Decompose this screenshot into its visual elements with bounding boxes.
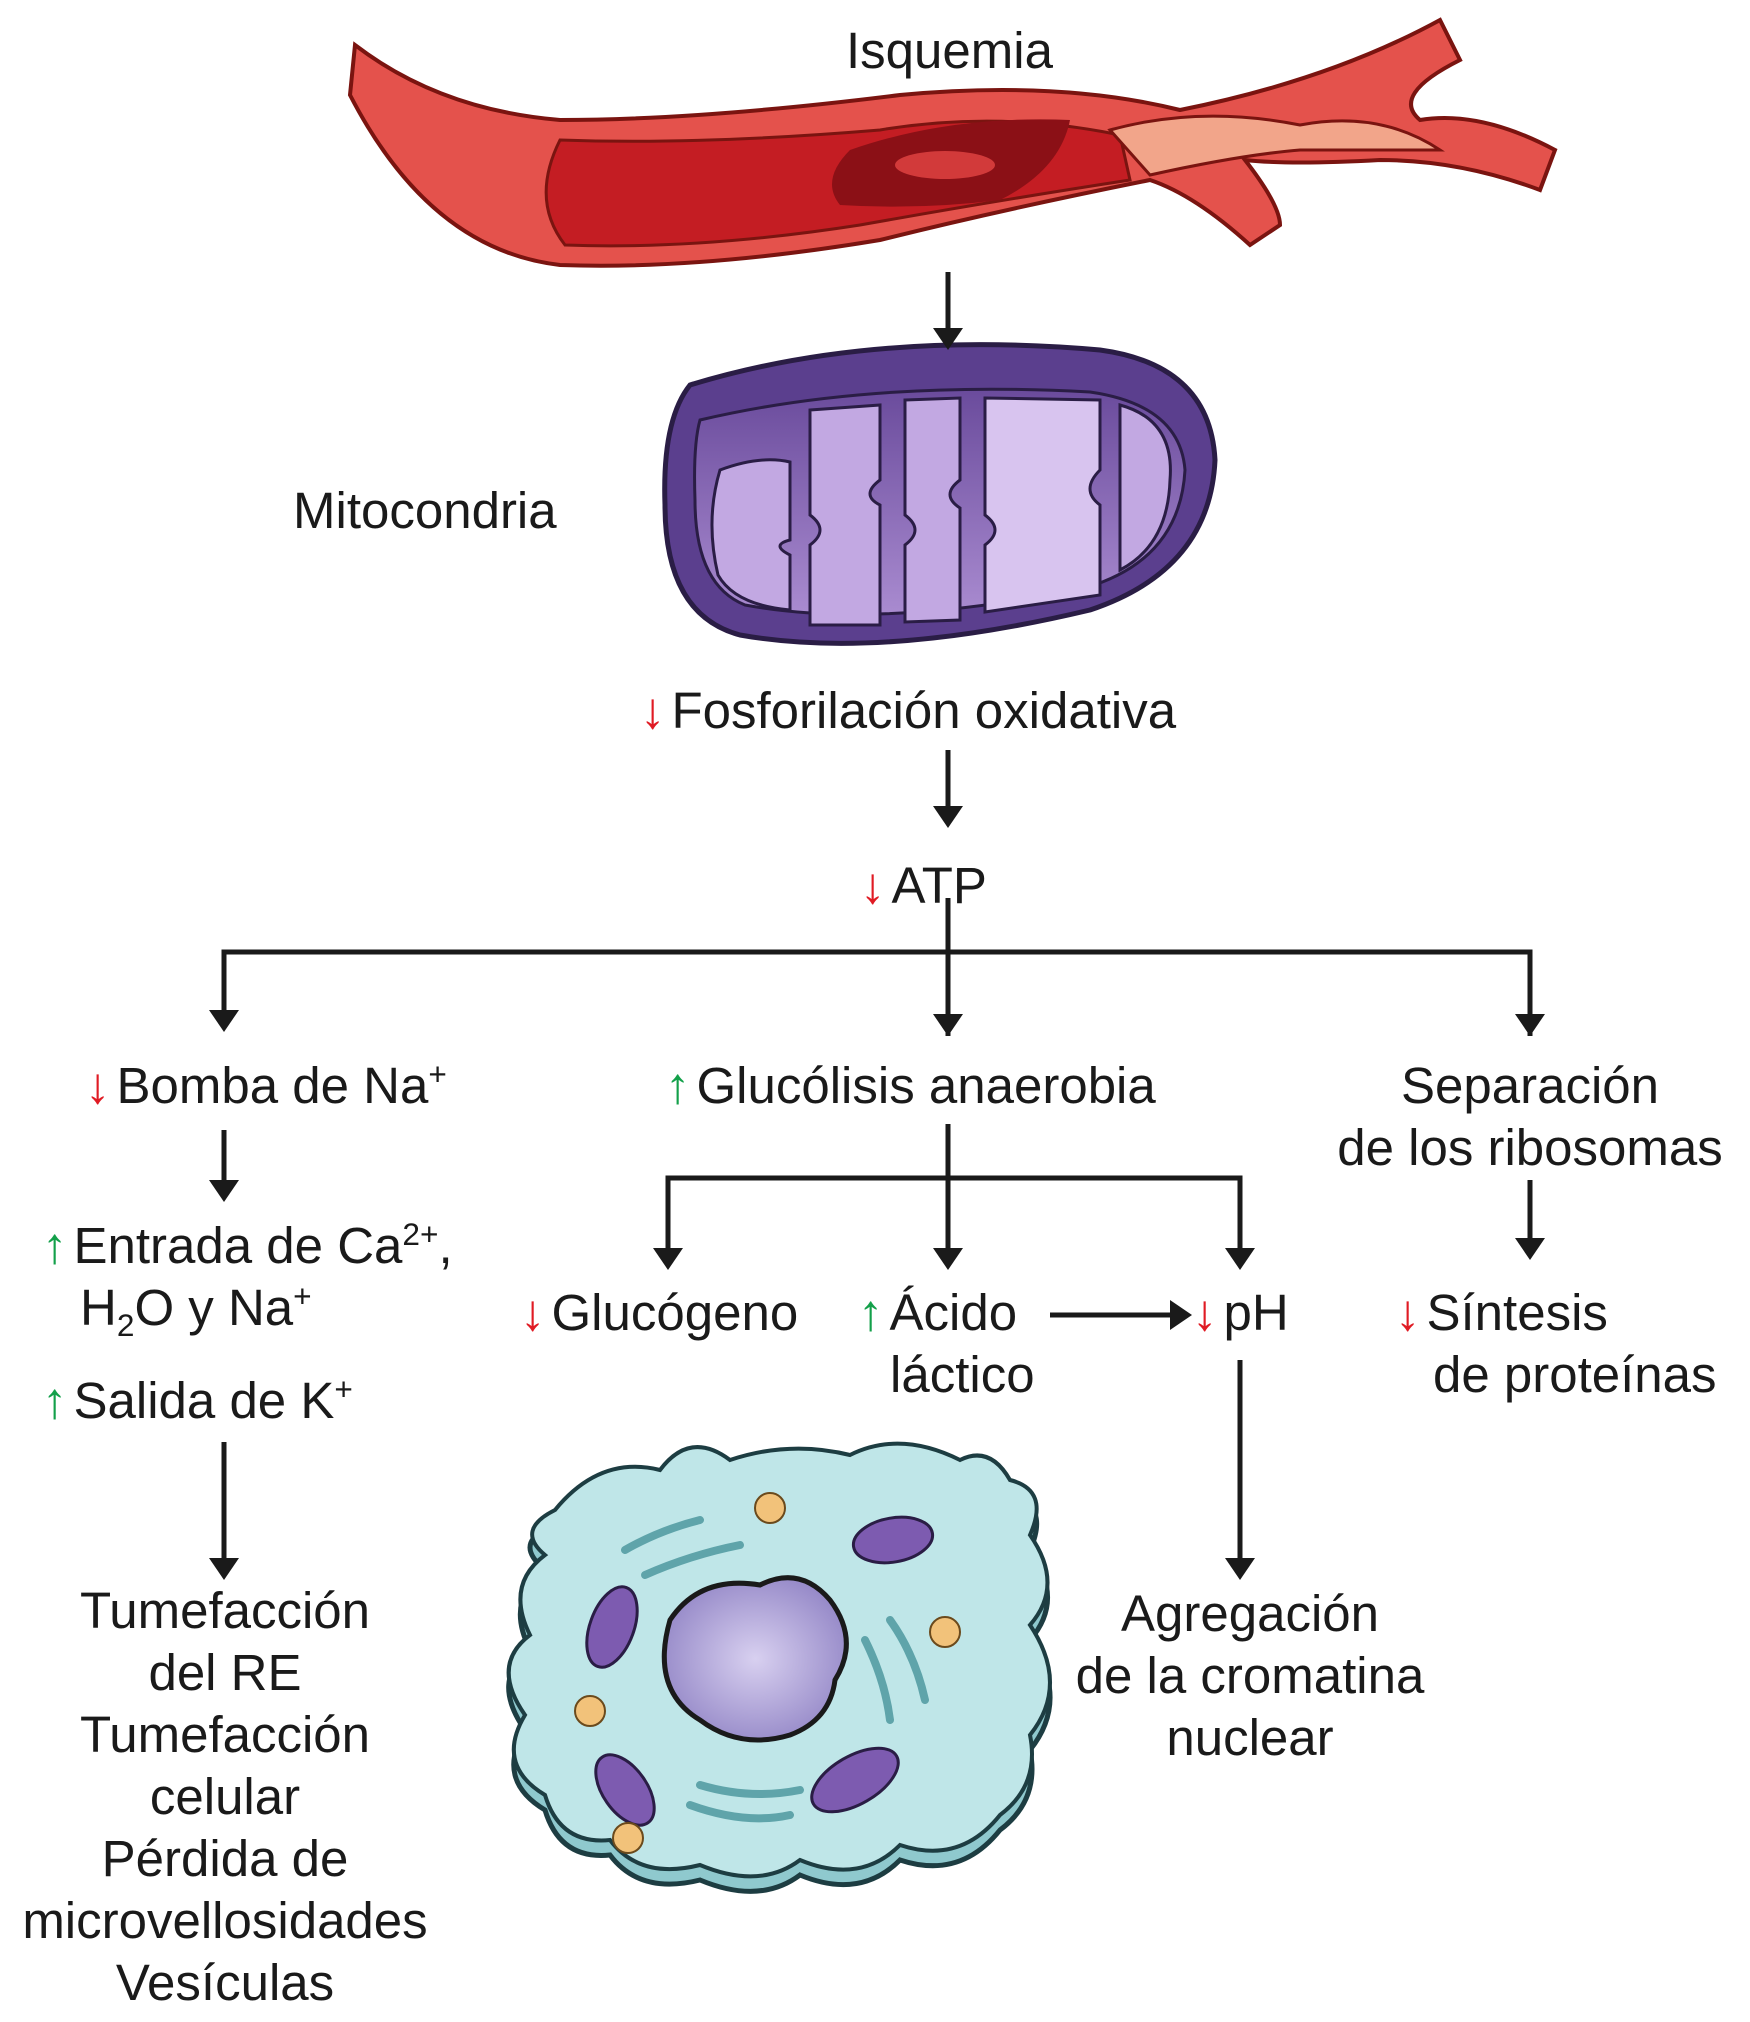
green-up-arrow-icon: ↑ [665, 1057, 691, 1114]
water-h: H [80, 1279, 117, 1336]
protein-synthesis-line-1: Síntesis [1426, 1284, 1608, 1341]
green-up-arrow-icon: ↑ [42, 1372, 68, 1429]
calcium-charge: 2+ [402, 1216, 439, 1252]
sodium-charge-2: + [293, 1278, 312, 1314]
sodium-pump-label: Bomba de Na [116, 1057, 429, 1114]
sodium-pump-node: ↓ Bomba de Na+ [85, 1055, 447, 1117]
atp-node: ↓ ATP [860, 855, 987, 917]
water-subscript: 2 [116, 1307, 135, 1344]
ribosome-detachment-line-1: Separación [1400, 1057, 1659, 1114]
chromatin-line: de la cromatina [1075, 1647, 1425, 1704]
lactic-acid-line-1: Ácido [889, 1284, 1018, 1341]
oxidative-phosphorylation-label: Fosforilación oxidativa [671, 682, 1177, 739]
lactic-acid-node: ↑ Ácido láctico [858, 1282, 1035, 1406]
red-down-arrow-icon: ↓ [1395, 1284, 1421, 1341]
outcome-line: del RE [148, 1644, 302, 1701]
ischemia-label: Isquemia [846, 22, 1053, 79]
flow-arrows [221, 272, 1533, 1560]
glycogen-label: Glucógeno [551, 1284, 799, 1341]
sodium-charge: + [428, 1056, 447, 1092]
chromatin-line: nuclear [1166, 1709, 1334, 1766]
calcium-entry-label: Entrada de Ca [73, 1217, 403, 1274]
potassium-charge: + [334, 1371, 353, 1407]
ion-influx-node: ↑ Entrada de Ca2+, H2O y Na+ [42, 1215, 453, 1341]
mitochondria-illustration [662, 342, 1218, 646]
mitochondria-label: Mitocondria [293, 482, 557, 539]
arrowheads [209, 328, 1545, 1580]
anaerobic-glycolysis-label: Glucólisis anaerobia [696, 1057, 1156, 1114]
red-down-arrow-icon: ↓ [1192, 1284, 1218, 1341]
blood-vessel-illustration [347, 17, 1558, 268]
ph-node: ↓ pH [1192, 1282, 1289, 1344]
ribosome-detachment-node: Separación de los ribosomas [1320, 1055, 1740, 1179]
anaerobic-glycolysis-node: ↑ Glucólisis anaerobia [665, 1055, 1156, 1117]
ph-label: pH [1223, 1284, 1289, 1341]
comma: , [438, 1217, 453, 1274]
outcome-line: Tumefacción [79, 1706, 371, 1763]
potassium-efflux-node: ↑ Salida de K+ [42, 1370, 353, 1432]
potassium-efflux-label: Salida de K [73, 1372, 335, 1429]
protein-synthesis-node: ↓ Síntesis de proteínas [1395, 1282, 1717, 1406]
ribosome-detachment-line-2: de los ribosomas [1337, 1119, 1723, 1176]
red-down-arrow-icon: ↓ [640, 682, 666, 739]
green-up-arrow-icon: ↑ [858, 1284, 884, 1341]
red-down-arrow-icon: ↓ [860, 857, 886, 914]
outcome-line: Pérdida de [101, 1830, 349, 1887]
water-sodium-label: O y Na [134, 1279, 294, 1336]
atp-label: ATP [891, 857, 987, 914]
oxidative-phosphorylation-node: ↓ Fosforilación oxidativa [640, 680, 1176, 742]
swollen-cell-illustration [506, 1441, 1053, 1894]
chromatin-clumping-node: Agregación de la cromatina nuclear [1050, 1583, 1450, 1769]
red-down-arrow-icon: ↓ [520, 1284, 546, 1341]
outcome-line: celular [149, 1768, 301, 1825]
outcome-line: Vesículas [115, 1954, 335, 2011]
protein-synthesis-line-2: de proteínas [1433, 1346, 1717, 1403]
outcome-line: microvellosidades [22, 1892, 428, 1949]
outcome-line: Tumefacción [79, 1582, 371, 1639]
green-up-arrow-icon: ↑ [42, 1217, 68, 1274]
cell-swelling-outcomes: Tumefacción del RE Tumefacción celular P… [0, 1580, 450, 2014]
red-down-arrow-icon: ↓ [85, 1057, 111, 1114]
chromatin-line: Agregación [1120, 1585, 1379, 1642]
lactic-acid-line-2: láctico [890, 1346, 1035, 1403]
glycogen-node: ↓ Glucógeno [520, 1282, 798, 1344]
